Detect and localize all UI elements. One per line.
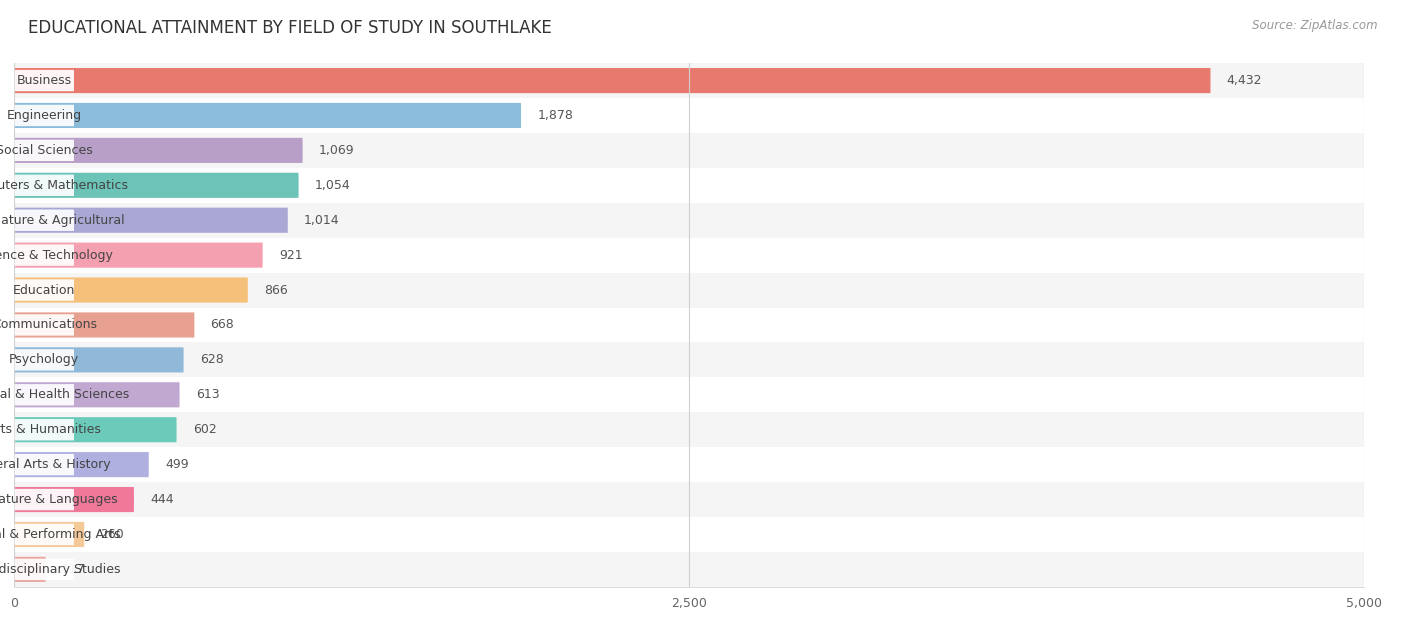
- Bar: [14, 273, 1364, 307]
- FancyBboxPatch shape: [14, 138, 302, 163]
- Text: 4,432: 4,432: [1226, 74, 1263, 87]
- FancyBboxPatch shape: [14, 417, 177, 442]
- FancyBboxPatch shape: [14, 139, 75, 161]
- Text: Communications: Communications: [0, 319, 97, 331]
- FancyBboxPatch shape: [14, 314, 75, 336]
- Text: 866: 866: [264, 283, 288, 297]
- FancyBboxPatch shape: [14, 557, 45, 582]
- FancyBboxPatch shape: [14, 454, 75, 475]
- Bar: [14, 482, 1364, 517]
- FancyBboxPatch shape: [14, 242, 263, 268]
- FancyBboxPatch shape: [14, 208, 288, 233]
- Text: Multidisciplinary Studies: Multidisciplinary Studies: [0, 563, 121, 576]
- Text: EDUCATIONAL ATTAINMENT BY FIELD OF STUDY IN SOUTHLAKE: EDUCATIONAL ATTAINMENT BY FIELD OF STUDY…: [28, 19, 553, 37]
- FancyBboxPatch shape: [14, 175, 75, 196]
- Bar: [14, 98, 1364, 133]
- Bar: [14, 377, 1364, 412]
- Bar: [14, 412, 1364, 447]
- FancyBboxPatch shape: [14, 278, 247, 303]
- Bar: [14, 517, 1364, 552]
- FancyBboxPatch shape: [14, 70, 75, 91]
- Text: Source: ZipAtlas.com: Source: ZipAtlas.com: [1253, 19, 1378, 32]
- Bar: [14, 343, 1364, 377]
- Text: 444: 444: [150, 493, 174, 506]
- FancyBboxPatch shape: [14, 173, 298, 198]
- Text: Physical & Health Sciences: Physical & Health Sciences: [0, 388, 129, 401]
- Text: Visual & Performing Arts: Visual & Performing Arts: [0, 528, 121, 541]
- Text: 260: 260: [100, 528, 124, 541]
- Bar: [14, 63, 1364, 98]
- Bar: [14, 203, 1364, 238]
- Bar: [14, 307, 1364, 343]
- Text: Education: Education: [13, 283, 76, 297]
- FancyBboxPatch shape: [14, 280, 75, 301]
- Bar: [14, 238, 1364, 273]
- Text: Computers & Mathematics: Computers & Mathematics: [0, 179, 128, 192]
- Text: 1,014: 1,014: [304, 214, 340, 227]
- Text: 1,069: 1,069: [319, 144, 354, 157]
- FancyBboxPatch shape: [14, 68, 1211, 93]
- FancyBboxPatch shape: [14, 419, 75, 440]
- Text: 628: 628: [200, 353, 224, 367]
- Text: Engineering: Engineering: [7, 109, 82, 122]
- FancyBboxPatch shape: [14, 524, 75, 545]
- Text: Bio, Nature & Agricultural: Bio, Nature & Agricultural: [0, 214, 125, 227]
- Bar: [14, 552, 1364, 587]
- FancyBboxPatch shape: [14, 209, 75, 231]
- Text: Business: Business: [17, 74, 72, 87]
- FancyBboxPatch shape: [14, 105, 75, 126]
- Text: Arts & Humanities: Arts & Humanities: [0, 423, 101, 436]
- FancyBboxPatch shape: [14, 349, 75, 370]
- Text: Literature & Languages: Literature & Languages: [0, 493, 118, 506]
- Text: Social Sciences: Social Sciences: [0, 144, 93, 157]
- Text: Psychology: Psychology: [10, 353, 79, 367]
- Text: 668: 668: [211, 319, 235, 331]
- Text: 1,878: 1,878: [537, 109, 574, 122]
- FancyBboxPatch shape: [14, 522, 84, 547]
- FancyBboxPatch shape: [14, 312, 194, 338]
- Text: 499: 499: [165, 458, 188, 471]
- Bar: [14, 168, 1364, 203]
- Text: 613: 613: [195, 388, 219, 401]
- FancyBboxPatch shape: [14, 558, 75, 580]
- Text: Science & Technology: Science & Technology: [0, 249, 112, 262]
- FancyBboxPatch shape: [14, 384, 75, 406]
- FancyBboxPatch shape: [14, 103, 522, 128]
- FancyBboxPatch shape: [14, 347, 184, 372]
- Text: Liberal Arts & History: Liberal Arts & History: [0, 458, 111, 471]
- Bar: [14, 447, 1364, 482]
- Text: 117: 117: [62, 563, 86, 576]
- Bar: [14, 133, 1364, 168]
- Text: 921: 921: [278, 249, 302, 262]
- Text: 1,054: 1,054: [315, 179, 350, 192]
- FancyBboxPatch shape: [14, 487, 134, 512]
- FancyBboxPatch shape: [14, 489, 75, 510]
- FancyBboxPatch shape: [14, 244, 75, 266]
- FancyBboxPatch shape: [14, 452, 149, 477]
- Text: 602: 602: [193, 423, 217, 436]
- FancyBboxPatch shape: [14, 382, 180, 408]
